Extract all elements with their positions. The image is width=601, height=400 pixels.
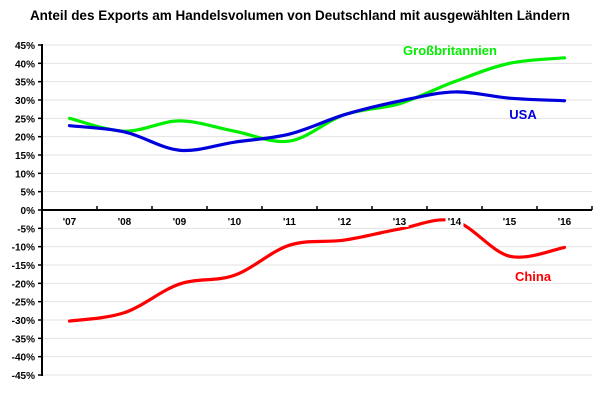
x-tick-label: '13 bbox=[393, 217, 407, 228]
x-tick-label-bg bbox=[445, 215, 464, 227]
y-tick-label: 0% bbox=[21, 206, 36, 217]
x-tick-label: '07 bbox=[63, 217, 77, 228]
x-tick-label: '08 bbox=[118, 217, 132, 228]
x-tick-label: '10 bbox=[228, 217, 242, 228]
series-line-usa bbox=[67, 90, 567, 153]
y-tick-label: -25% bbox=[12, 298, 35, 309]
y-tick-label: 10% bbox=[15, 169, 35, 180]
y-tick-label: 30% bbox=[15, 96, 35, 107]
x-tick-label-bg bbox=[170, 215, 189, 227]
x-tick-label: '16 bbox=[558, 217, 572, 228]
x-tick-label-bg bbox=[225, 215, 244, 227]
y-tick-label: 40% bbox=[15, 59, 35, 70]
y-tick-label: -5% bbox=[17, 224, 35, 235]
x-tick-label: '15 bbox=[503, 217, 517, 228]
y-tick-label: 5% bbox=[21, 188, 36, 199]
x-tick-label-bg bbox=[60, 215, 79, 227]
y-axis: 45% 40% 35% 30% 25% 20% 15% 10% 5% 0% -5% -10% -15% -… bbox=[12, 41, 43, 382]
series-labels: Großbritannien USA China bbox=[403, 43, 552, 284]
y-tick-label: 35% bbox=[15, 78, 35, 89]
series-label-grobritannien: Großbritannien bbox=[403, 43, 497, 58]
y-tick-label: -35% bbox=[12, 334, 35, 345]
series-label-china: China bbox=[515, 269, 552, 284]
series-line-grobritannien bbox=[67, 56, 567, 144]
y-tick-label: 45% bbox=[15, 41, 35, 52]
x-tick-label: '11 bbox=[283, 217, 296, 228]
chart-title: Anteil des Exports am Handelsvolumen von… bbox=[30, 8, 570, 23]
gridlines bbox=[42, 44, 592, 376]
series-label-usa: USA bbox=[509, 107, 537, 122]
y-tick-label: -20% bbox=[12, 279, 35, 290]
x-tick-label: '09 bbox=[173, 217, 187, 228]
x-tick-label-bg bbox=[335, 215, 354, 227]
x-tick-label-bg bbox=[555, 215, 574, 227]
y-tick-label: 20% bbox=[15, 133, 35, 144]
x-tick-label-bg bbox=[115, 215, 134, 227]
x-tick-label: '14 bbox=[448, 217, 462, 228]
y-tick-label: 15% bbox=[15, 151, 35, 162]
y-tick-label: -40% bbox=[12, 353, 35, 364]
y-tick-label: -15% bbox=[12, 261, 35, 272]
x-tick-label-bg bbox=[390, 215, 409, 227]
x-tick-label-bg bbox=[500, 215, 519, 227]
series-lines bbox=[67, 56, 567, 323]
x-axis: '07 '08 '09 '10 '11 '12 '13 '14 '15 '16 bbox=[41, 206, 593, 228]
y-tick-label: 25% bbox=[15, 114, 35, 125]
y-tick-label: -10% bbox=[12, 243, 35, 254]
series-line-china bbox=[67, 218, 567, 323]
x-tick-label: '12 bbox=[338, 217, 352, 228]
y-tick-label: -30% bbox=[12, 316, 35, 327]
x-tick-label-bg bbox=[280, 215, 299, 227]
y-tick-label: -45% bbox=[12, 371, 35, 382]
